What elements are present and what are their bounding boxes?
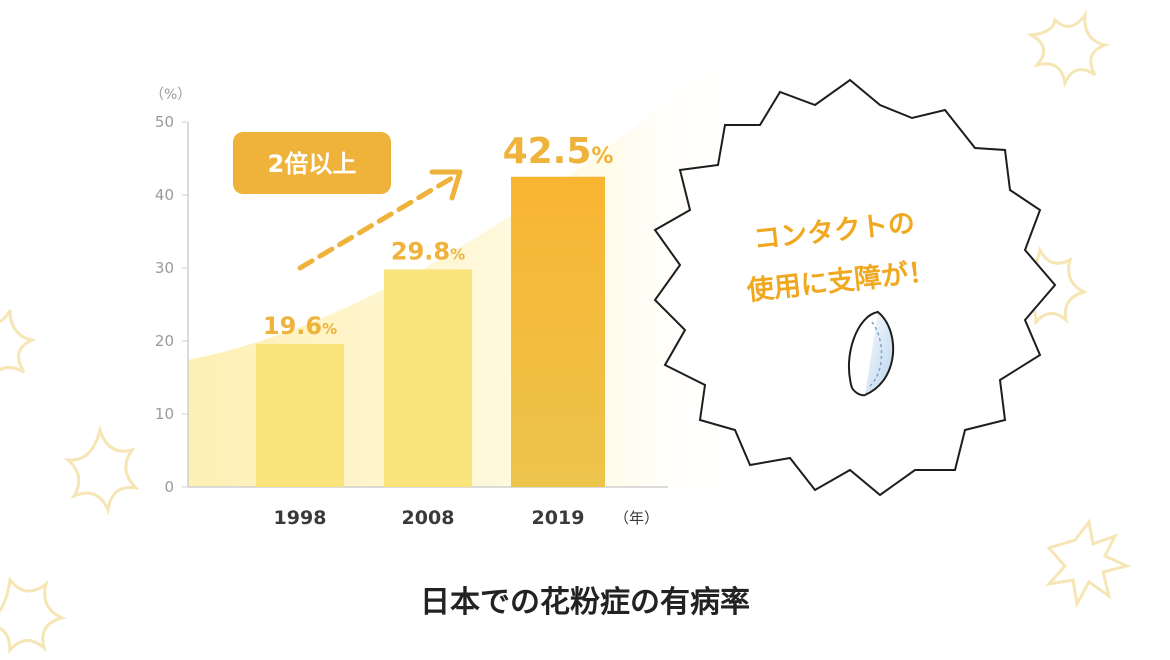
x-tick-label: 1998: [274, 507, 327, 529]
y-tick-label: 50: [155, 113, 174, 131]
x-axis-unit: （年）: [614, 509, 659, 527]
chart-title: 日本での花粉症の有病率: [420, 585, 750, 620]
annotation-badge: 2倍以上: [233, 132, 391, 194]
trend-arrow-icon: [297, 169, 463, 271]
callout-burst: コンタクトの 使用に支障が！: [653, 78, 1057, 497]
y-tick-label: 30: [155, 259, 174, 277]
bar-1998: [256, 343, 344, 487]
y-ticks: 0 10 20 30 40 50: [155, 113, 188, 496]
y-tick-label: 0: [164, 478, 174, 496]
bar-2008: [384, 269, 472, 487]
y-axis-unit: （%）: [150, 87, 191, 103]
x-tick-label: 2008: [402, 507, 455, 529]
bar-2019: [511, 176, 605, 487]
y-tick-label: 20: [155, 332, 174, 350]
data-label-2019: 42.5%: [503, 131, 614, 172]
annotation-text: 2倍以上: [268, 150, 357, 178]
data-label-1998: 19.6%: [263, 312, 337, 340]
x-tick-label: 2019: [532, 507, 585, 529]
data-label-2008: 29.8%: [391, 237, 465, 265]
bar-series: [256, 176, 605, 487]
contact-lens-icon: [847, 310, 895, 397]
y-tick-label: 10: [155, 405, 174, 423]
y-tick-label: 40: [155, 186, 174, 204]
